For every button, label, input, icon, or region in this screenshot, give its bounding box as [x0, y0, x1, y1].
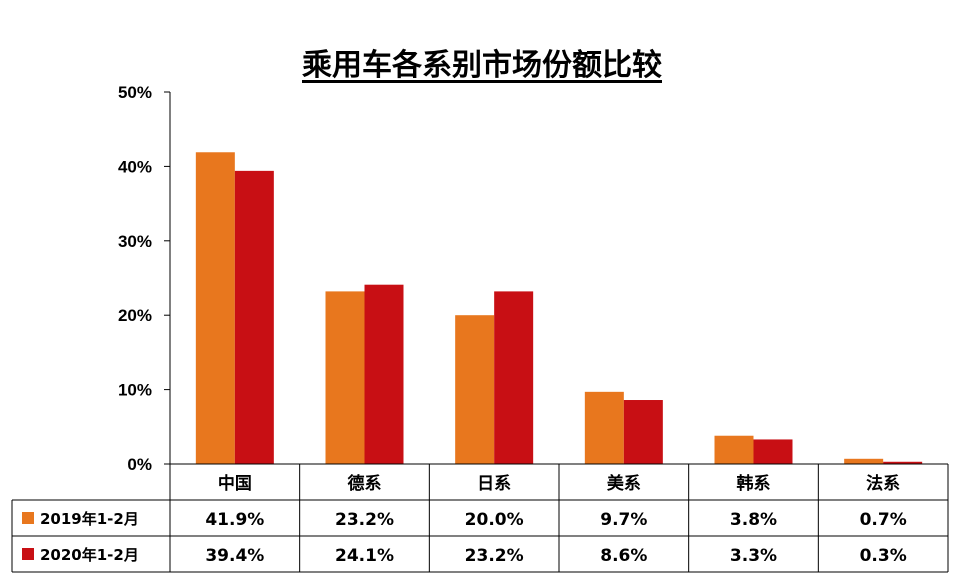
data-label: 3.3%	[730, 546, 777, 566]
y-tick-label: 50%	[118, 83, 152, 102]
bar-2	[623, 400, 663, 464]
chart-title: 乘用车各系别市场份额比较	[302, 48, 662, 83]
data-label: 23.2%	[465, 546, 524, 566]
bar-1	[195, 152, 235, 464]
bar-1	[325, 291, 365, 464]
category-label: 法系	[866, 473, 900, 494]
bar-2	[753, 439, 793, 464]
data-label: 3.8%	[730, 510, 777, 530]
category-label: 德系	[348, 473, 382, 494]
bar-2	[494, 291, 534, 464]
legend-label: 2019年1-2月	[40, 510, 139, 528]
bar-2	[364, 284, 404, 464]
data-label: 0.7%	[860, 510, 907, 530]
data-label: 39.4%	[205, 546, 264, 566]
category-label: 韩系	[737, 473, 771, 494]
data-label: 23.2%	[335, 510, 394, 530]
legend-label: 2020年1-2月	[40, 546, 139, 564]
legend-swatch	[22, 548, 34, 560]
category-label: 日系	[477, 474, 511, 494]
category-label: 中国	[218, 473, 252, 494]
bar-2	[883, 461, 923, 464]
y-tick-label: 40%	[118, 157, 152, 176]
y-tick-label: 20%	[118, 306, 152, 325]
data-label: 24.1%	[335, 546, 394, 566]
bar-1	[714, 435, 754, 464]
category-label: 美系	[607, 473, 641, 494]
y-tick-label: 30%	[118, 232, 152, 251]
y-tick-label: 0%	[127, 455, 152, 474]
data-label: 20.0%	[465, 510, 524, 530]
data-label: 0.3%	[860, 546, 907, 566]
bar-1	[584, 391, 624, 464]
bar-1	[455, 315, 495, 464]
data-label: 41.9%	[205, 510, 264, 530]
legend-swatch	[22, 512, 34, 524]
y-tick-label: 10%	[118, 381, 152, 400]
bar-2	[234, 170, 274, 464]
data-label: 8.6%	[600, 546, 647, 566]
data-label: 9.7%	[600, 510, 647, 530]
bar-1	[844, 458, 884, 464]
